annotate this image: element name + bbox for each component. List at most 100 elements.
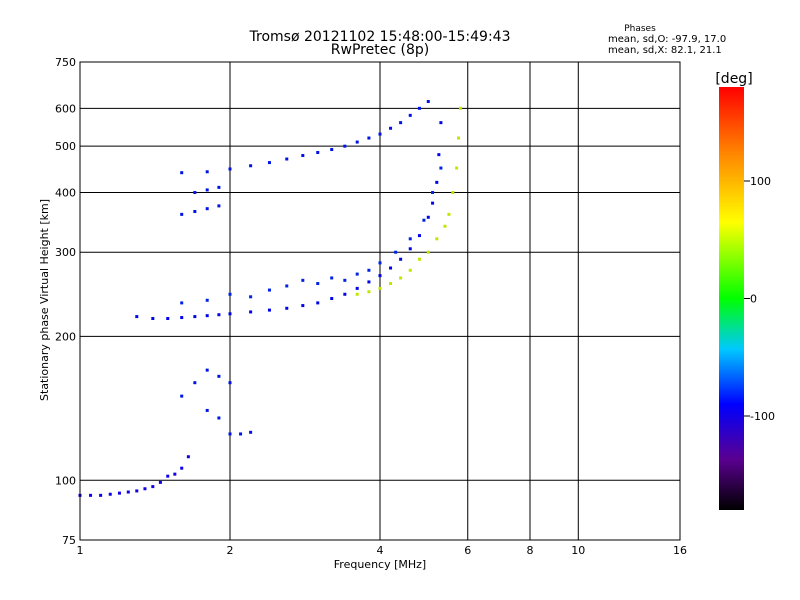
x-tick-label: 10	[571, 544, 585, 557]
x-tick-label: 16	[673, 544, 687, 557]
data-point	[343, 144, 347, 148]
chart-title: Tromsø 20121102 15:48:00-15:49:43	[249, 29, 511, 45]
data-point	[151, 316, 155, 320]
data-point	[355, 140, 359, 144]
data-point	[267, 161, 271, 165]
data-point	[285, 306, 289, 310]
data-point	[108, 492, 112, 496]
data-point	[180, 316, 184, 320]
data-point	[431, 190, 435, 194]
data-point	[399, 257, 403, 261]
data-point	[458, 106, 462, 110]
data-point	[249, 295, 253, 299]
y-tick-label: 400	[55, 186, 76, 199]
colorbar-label: [deg]	[715, 71, 752, 87]
data-point	[378, 132, 382, 136]
data-point	[439, 121, 443, 125]
data-point	[193, 381, 197, 385]
data-point	[249, 430, 253, 434]
data-point	[343, 278, 347, 282]
data-point	[205, 408, 209, 412]
grid-lines	[80, 62, 680, 540]
data-point	[193, 190, 197, 194]
data-point	[447, 212, 451, 216]
data-point	[355, 286, 359, 290]
stats-header: Phases	[624, 24, 656, 34]
data-point	[217, 374, 221, 378]
data-point	[205, 368, 209, 372]
data-point	[316, 301, 320, 305]
data-point	[330, 276, 334, 280]
data-point	[135, 315, 139, 319]
data-point	[431, 201, 435, 205]
data-point	[422, 218, 426, 222]
data-point	[117, 491, 121, 495]
data-point	[355, 272, 359, 276]
data-point	[435, 180, 439, 184]
data-point	[417, 257, 421, 261]
data-point	[166, 474, 170, 478]
data-point	[389, 266, 393, 270]
data-point	[316, 282, 320, 286]
data-point	[180, 171, 184, 175]
data-point	[249, 164, 253, 168]
x-tick-label: 1	[77, 544, 84, 557]
colorbar-tick-label: 0	[750, 293, 757, 306]
data-point	[367, 268, 371, 272]
data-point	[394, 250, 398, 254]
data-point	[355, 292, 359, 296]
data-point	[228, 312, 232, 316]
data-point	[193, 315, 197, 319]
data-point	[437, 153, 441, 157]
colorbar	[719, 87, 744, 510]
y-tick-label: 500	[55, 140, 76, 153]
data-point	[228, 167, 232, 171]
colorbar-tick-label: -100	[750, 410, 775, 423]
data-point	[143, 487, 147, 491]
data-point	[301, 278, 305, 282]
data-point	[217, 313, 221, 317]
data-point	[439, 166, 443, 170]
data-point	[316, 150, 320, 154]
data-point	[285, 157, 289, 161]
data-point	[135, 489, 139, 493]
stats-line-x: mean, sd,X: 82.1, 21.1	[608, 45, 722, 56]
data-point	[205, 170, 209, 174]
data-point	[217, 416, 221, 420]
data-point	[451, 190, 455, 194]
data-point	[408, 237, 412, 241]
data-point	[217, 204, 221, 208]
data-point	[205, 207, 209, 211]
data-point	[180, 394, 184, 398]
y-tick-label: 75	[62, 534, 76, 547]
data-point	[89, 493, 93, 497]
data-point	[267, 308, 271, 312]
data-point	[330, 148, 334, 152]
data-point	[267, 288, 271, 292]
x-tick-label: 6	[464, 544, 471, 557]
data-point	[186, 455, 190, 459]
data-point	[180, 466, 184, 470]
data-point	[378, 286, 382, 290]
data-point	[399, 276, 403, 280]
data-point	[228, 432, 232, 436]
data-point	[228, 292, 232, 296]
data-point	[408, 113, 412, 117]
data-point	[457, 136, 461, 140]
plot-frame	[79, 61, 681, 541]
data-point	[389, 126, 393, 130]
x-axis-label: Frequency [MHz]	[334, 558, 426, 571]
y-tick-label: 600	[55, 102, 76, 115]
data-point	[301, 304, 305, 308]
data-point	[443, 224, 447, 228]
data-point	[426, 100, 430, 104]
data-point	[378, 261, 382, 265]
data-point	[408, 247, 412, 251]
data-point	[173, 472, 177, 476]
data-point	[193, 210, 197, 214]
data-point	[367, 136, 371, 140]
data-point	[126, 490, 130, 494]
x-tick-label: 4	[377, 544, 384, 557]
data-point	[301, 154, 305, 158]
